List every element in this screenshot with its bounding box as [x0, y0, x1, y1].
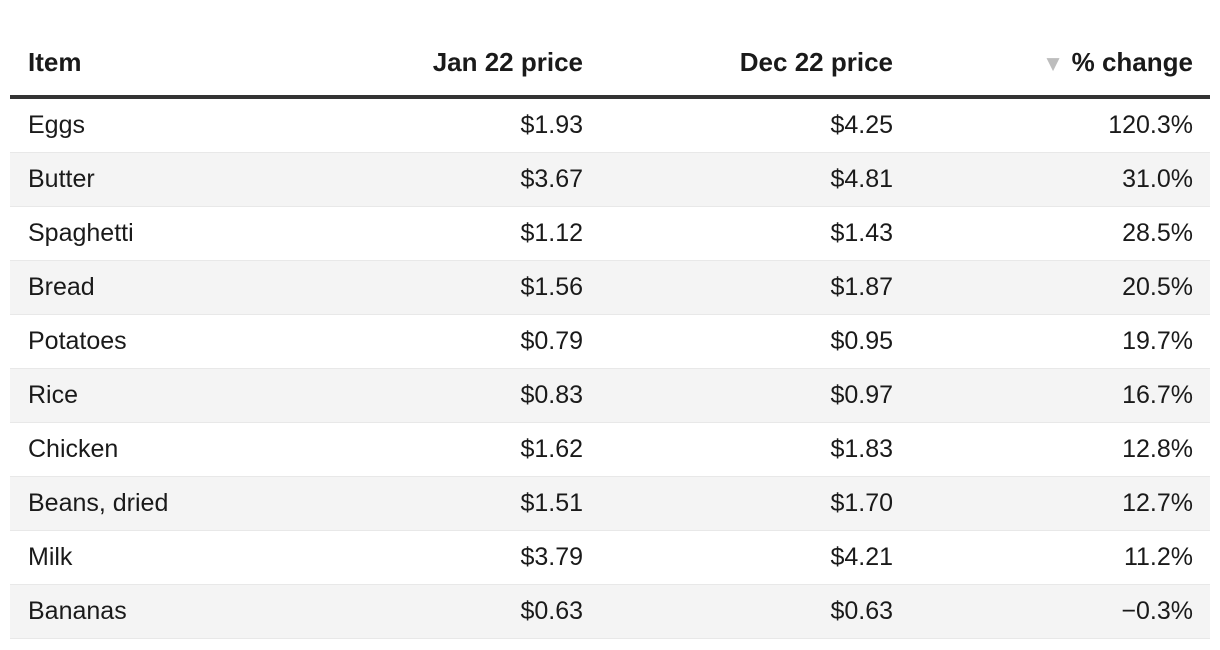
cell-jan-22-price: $0.79: [330, 314, 583, 369]
cell-pct-change: 120.3%: [893, 97, 1210, 153]
cell-jan-22-price: $0.83: [330, 368, 583, 423]
column-header-item[interactable]: Item: [10, 30, 330, 99]
cell-item: Butter: [10, 152, 330, 207]
table-row: Spaghetti $1.12 $1.43 28.5%: [10, 206, 1210, 261]
table-body: Eggs $1.93 $4.25 120.3% Butter $3.67 $4.81 31.0…: [10, 97, 1210, 639]
table-row: Beans, dried $1.51 $1.70 12.7%: [10, 476, 1210, 531]
cell-pct-change: 28.5%: [893, 206, 1210, 261]
table-header: Item Jan 22 price Dec 22 price ▼ % change: [10, 30, 1210, 99]
cell-dec-22-price: $0.95: [583, 314, 893, 369]
cell-dec-22-price: $4.81: [583, 152, 893, 207]
cell-jan-22-price: $1.56: [330, 260, 583, 315]
table-row: Bananas $0.63 $0.63 −0.3%: [10, 584, 1210, 639]
column-header-dec-22-price[interactable]: Dec 22 price: [583, 30, 893, 99]
cell-pct-change: 19.7%: [893, 314, 1210, 369]
cell-jan-22-price: $3.79: [330, 530, 583, 585]
column-header-pct-change-label: % change: [1071, 47, 1193, 77]
cell-item: Beans, dried: [10, 476, 330, 531]
cell-jan-22-price: $1.93: [330, 97, 583, 153]
cell-pct-change: 20.5%: [893, 260, 1210, 315]
column-header-jan-22-price[interactable]: Jan 22 price: [330, 30, 583, 99]
table-row: Bread $1.56 $1.87 20.5%: [10, 260, 1210, 315]
header-row: Item Jan 22 price Dec 22 price ▼ % change: [10, 30, 1210, 99]
cell-jan-22-price: $0.63: [330, 584, 583, 639]
cell-pct-change: 31.0%: [893, 152, 1210, 207]
table-row: Eggs $1.93 $4.25 120.3%: [10, 97, 1210, 153]
cell-pct-change: 11.2%: [893, 530, 1210, 585]
table-row: Milk $3.79 $4.21 11.2%: [10, 530, 1210, 585]
data-table: Item Jan 22 price Dec 22 price ▼ % change…: [10, 30, 1210, 639]
cell-dec-22-price: $1.87: [583, 260, 893, 315]
cell-dec-22-price: $1.43: [583, 206, 893, 261]
cell-jan-22-price: $3.67: [330, 152, 583, 207]
cell-jan-22-price: $1.62: [330, 422, 583, 477]
cell-item: Milk: [10, 530, 330, 585]
table-row: Rice $0.83 $0.97 16.7%: [10, 368, 1210, 423]
cell-dec-22-price: $0.97: [583, 368, 893, 423]
sort-descending-icon[interactable]: ▼: [1046, 54, 1060, 74]
cell-item: Eggs: [10, 97, 330, 153]
cell-item: Spaghetti: [10, 206, 330, 261]
cell-item: Bread: [10, 260, 330, 315]
cell-item: Chicken: [10, 422, 330, 477]
table-row: Butter $3.67 $4.81 31.0%: [10, 152, 1210, 207]
cell-item: Potatoes: [10, 314, 330, 369]
cell-jan-22-price: $1.12: [330, 206, 583, 261]
column-header-pct-change[interactable]: ▼ % change: [893, 30, 1210, 99]
table-row: Potatoes $0.79 $0.95 19.7%: [10, 314, 1210, 369]
cell-dec-22-price: $0.63: [583, 584, 893, 639]
cell-pct-change: −0.3%: [893, 584, 1210, 639]
cell-item: Rice: [10, 368, 330, 423]
cell-item: Bananas: [10, 584, 330, 639]
cell-dec-22-price: $4.21: [583, 530, 893, 585]
cell-pct-change: 16.7%: [893, 368, 1210, 423]
cell-pct-change: 12.8%: [893, 422, 1210, 477]
cell-jan-22-price: $1.51: [330, 476, 583, 531]
cell-pct-change: 12.7%: [893, 476, 1210, 531]
cell-dec-22-price: $4.25: [583, 97, 893, 153]
cell-dec-22-price: $1.70: [583, 476, 893, 531]
cell-dec-22-price: $1.83: [583, 422, 893, 477]
price-change-table: Item Jan 22 price Dec 22 price ▼ % change…: [10, 0, 1210, 639]
table-row: Chicken $1.62 $1.83 12.8%: [10, 422, 1210, 477]
